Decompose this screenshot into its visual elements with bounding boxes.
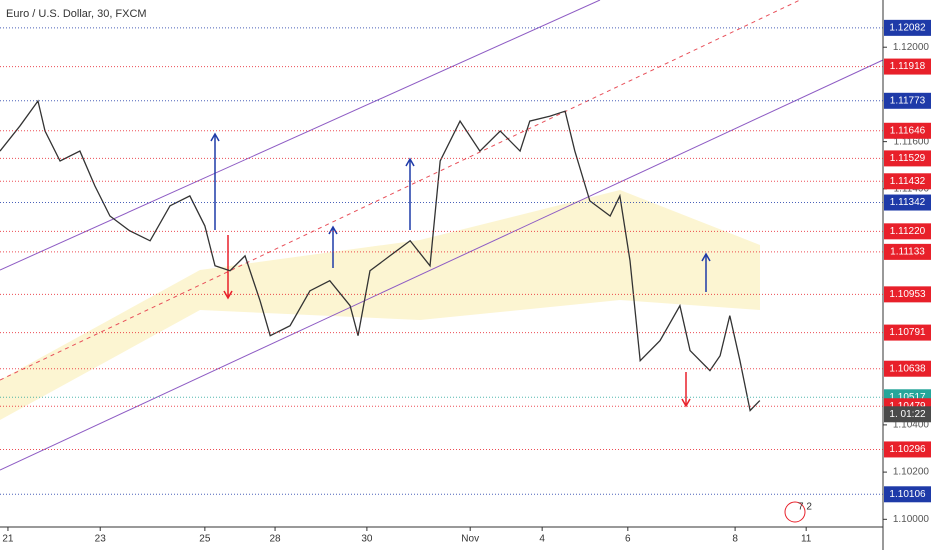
level-label-box <box>884 19 931 36</box>
price-line <box>0 99 761 412</box>
x-tick-label: Nov <box>461 534 479 545</box>
level-label: 1.11646 <box>890 125 926 136</box>
x-tick-label: 28 <box>269 534 281 545</box>
badge: 7 2 <box>798 502 812 513</box>
x-tick-label: 11 <box>801 534 812 545</box>
x-tick-label: 4 <box>539 534 545 545</box>
level-label: 1.12082 <box>889 22 926 33</box>
channel-line <box>0 0 601 271</box>
level-label: 1.11529 <box>890 153 926 164</box>
level-label: 1.11773 <box>890 95 926 106</box>
level-label: 1.10296 <box>889 444 926 455</box>
level-label-box <box>884 223 931 240</box>
level-label: 1.10638 <box>889 363 926 374</box>
level-label-box <box>884 243 931 260</box>
badge-icon <box>784 501 806 523</box>
mid-line <box>0 0 801 381</box>
arrow-down <box>681 398 691 408</box>
level-label: 1.10106 <box>889 489 926 500</box>
level-label: 1.11918 <box>890 61 926 72</box>
y-tick-label: 1.10200 <box>893 467 930 478</box>
level-label: 1.10791 <box>889 327 926 338</box>
x-tick-label: 8 <box>732 534 738 545</box>
level-label: 1.11342 <box>890 197 926 208</box>
band <box>0 190 760 420</box>
arrow-up <box>405 157 415 167</box>
y-tick-label: 1.11600 <box>894 136 930 147</box>
channel-line <box>0 59 884 471</box>
arrows <box>210 132 711 408</box>
level-label: 1.11133 <box>890 247 925 258</box>
x-tick-label: 6 <box>625 534 631 545</box>
level-label-box <box>884 58 931 75</box>
x-tick-label: 23 <box>95 534 107 545</box>
level-label-box <box>884 441 931 458</box>
level-label-box <box>884 324 931 341</box>
level-label: 1.10953 <box>889 289 926 300</box>
level-label-box <box>884 150 931 167</box>
y-tick-label: 1.12000 <box>893 42 930 53</box>
chart-title: Euro / U.S. Dollar, 30, FXCM <box>6 8 147 20</box>
level-label-box <box>884 122 931 139</box>
level-label-box <box>884 173 931 190</box>
level-label-box <box>884 486 931 503</box>
countdown-box <box>884 406 931 423</box>
level-label-box <box>884 286 931 303</box>
y-tick-label: 1.10400 <box>893 420 930 431</box>
arrow-up <box>210 132 220 142</box>
arrow-up <box>701 252 711 262</box>
countdown: 1. 01:22 <box>889 409 926 420</box>
level-label-box <box>884 360 931 377</box>
x-tick-label: 21 <box>2 534 14 545</box>
arrow-down <box>223 290 233 300</box>
level-label: 1.11432 <box>890 176 926 187</box>
x-tick-label: 25 <box>199 534 211 545</box>
level-label: 1.10517 <box>889 392 926 403</box>
y-tick-label: 1.10000 <box>893 514 930 525</box>
level-label-box <box>884 194 931 211</box>
x-tick-label: 30 <box>361 534 373 545</box>
level-label-box <box>884 92 931 109</box>
level-label: 1.11220 <box>890 226 926 237</box>
